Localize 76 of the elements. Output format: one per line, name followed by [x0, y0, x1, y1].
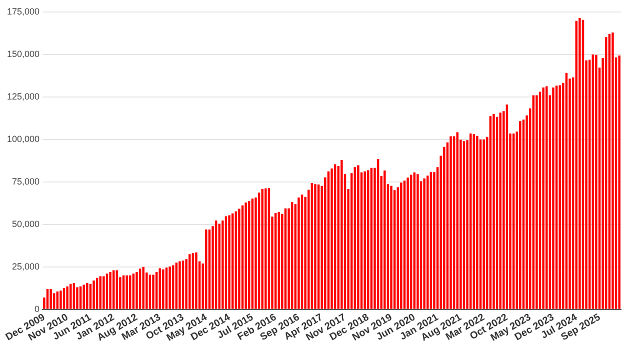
bar: [314, 184, 316, 309]
y-tick-label: 175,000: [6, 6, 40, 16]
bar: [52, 293, 56, 309]
bar: [261, 189, 264, 309]
bar: [136, 272, 138, 309]
bar: [62, 288, 66, 309]
y-tick-label: 0: [34, 304, 40, 314]
y-tick-label: 50,000: [12, 218, 40, 229]
bar: [109, 272, 112, 309]
bar: [423, 178, 426, 309]
bar: [205, 230, 208, 309]
bar: [330, 168, 333, 309]
y-tick-label: 25,000: [12, 261, 40, 272]
bar: [76, 287, 78, 309]
bar: [476, 136, 478, 309]
bar: [238, 208, 240, 309]
bar: [138, 268, 142, 309]
bar: [132, 274, 135, 309]
bar: [443, 146, 446, 309]
bar: [450, 136, 452, 309]
bar: [426, 176, 429, 309]
bar: [126, 275, 128, 309]
bar: [148, 274, 152, 309]
bar: [195, 252, 198, 309]
bar: [99, 276, 102, 309]
bar: [60, 290, 62, 309]
bar: [595, 54, 598, 309]
bar: [188, 254, 191, 309]
bar: [129, 275, 132, 309]
bar: [618, 56, 620, 309]
bar: [519, 121, 522, 309]
bar: [492, 114, 495, 309]
bar: [222, 220, 224, 309]
bar: [102, 276, 105, 309]
bar: [390, 186, 392, 309]
bar: [357, 165, 360, 309]
bar: [228, 215, 230, 309]
bar: [56, 292, 59, 309]
bar: [248, 201, 250, 309]
bar: [66, 286, 68, 309]
bar: [82, 284, 85, 309]
bar: [162, 269, 164, 309]
bar: [367, 170, 370, 309]
bar: [384, 170, 386, 309]
bar: [552, 87, 554, 309]
y-tick-label: 75,000: [12, 176, 40, 186]
bar: [152, 274, 154, 309]
y-tick-label: 125,000: [6, 91, 40, 102]
bar: [92, 280, 95, 309]
y-tick-label: 150,000: [6, 48, 40, 59]
bar: [578, 18, 581, 309]
bar: [106, 274, 108, 309]
bar: [50, 288, 52, 309]
bar: [612, 32, 614, 309]
bar: [364, 171, 366, 309]
bar: [168, 266, 171, 309]
bar: [416, 174, 419, 309]
bar: [86, 283, 88, 309]
bar: [244, 202, 247, 309]
bar: [340, 160, 343, 309]
bar: [499, 112, 502, 309]
bar: [542, 87, 544, 309]
bar: [298, 198, 300, 309]
bar: [142, 266, 144, 309]
y-tick-label: 100,000: [6, 134, 40, 144]
bar: [158, 268, 162, 309]
bar: [400, 182, 402, 309]
bar: [72, 283, 76, 309]
bar: [406, 178, 409, 309]
bar: [536, 95, 538, 309]
bar: [558, 85, 561, 309]
bar: [178, 261, 181, 309]
bar: [70, 284, 72, 309]
bar: [482, 139, 485, 309]
bar: [172, 265, 174, 309]
bar: [264, 188, 267, 309]
